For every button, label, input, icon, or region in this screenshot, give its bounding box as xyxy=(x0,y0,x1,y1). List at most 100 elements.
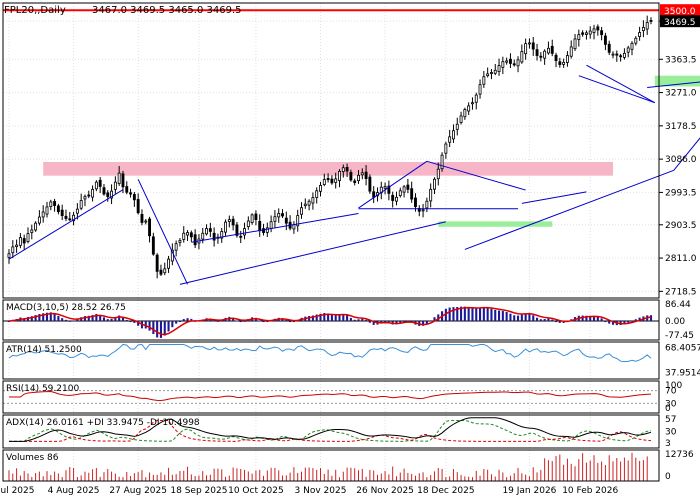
macd-histogram-bar xyxy=(148,321,151,331)
macd-histogram-bar xyxy=(182,319,185,322)
candle-body xyxy=(452,130,455,140)
macd-histogram-bar xyxy=(289,321,292,323)
macd-histogram-bar xyxy=(509,313,512,322)
support-resistance-zone xyxy=(43,162,614,176)
candle xyxy=(30,224,34,240)
macd-histogram-bar xyxy=(213,320,216,322)
candle xyxy=(501,56,505,75)
support-resistance-zone xyxy=(438,221,553,227)
macd-histogram-bar xyxy=(144,321,147,329)
macd-histogram-bar xyxy=(475,308,478,322)
candle-body xyxy=(262,228,265,233)
candle-body xyxy=(163,268,167,274)
candle xyxy=(34,221,38,232)
macd-histogram-bar xyxy=(494,309,497,322)
macd-histogram-bar xyxy=(357,319,360,322)
candle xyxy=(467,102,471,115)
candle xyxy=(383,182,387,195)
x-tick-label: 26 Nov 2025 xyxy=(356,486,414,496)
candle xyxy=(641,20,645,38)
macd-histogram-bar xyxy=(330,314,333,322)
candle-body xyxy=(349,172,353,181)
candle xyxy=(588,26,592,39)
macd-histogram-bar xyxy=(7,321,11,323)
candle-body xyxy=(512,63,516,66)
candle-body xyxy=(433,178,436,190)
candle xyxy=(72,211,76,226)
candle xyxy=(273,210,277,229)
candle xyxy=(56,203,60,215)
candle-body xyxy=(581,32,585,35)
candle-body xyxy=(569,46,573,57)
macd-histogram-bar xyxy=(372,321,375,325)
candle xyxy=(79,193,83,211)
candle-body xyxy=(186,232,189,236)
candle xyxy=(189,230,193,242)
candle-body xyxy=(37,216,41,224)
candle xyxy=(254,210,258,226)
candle-body xyxy=(277,213,281,218)
macd-histogram-bar xyxy=(106,319,109,322)
candle-body xyxy=(193,234,197,246)
candle xyxy=(391,191,395,208)
candle-body xyxy=(436,168,440,180)
candle xyxy=(277,208,281,223)
macd-histogram-bar xyxy=(258,320,261,322)
candle xyxy=(300,202,303,219)
candle-body xyxy=(611,53,615,56)
macd-histogram-bar xyxy=(68,320,71,322)
macd-histogram-bar xyxy=(585,315,588,322)
candle xyxy=(239,230,243,244)
y-tick-label: 3271.0 xyxy=(665,89,697,99)
candle xyxy=(410,181,414,203)
macd-histogram-bar xyxy=(26,317,30,322)
macd-histogram-bar xyxy=(596,316,599,322)
macd-histogram-bar xyxy=(482,307,485,322)
candle-body xyxy=(550,45,554,54)
trendline xyxy=(137,179,188,285)
candle-body xyxy=(136,199,140,214)
macd-histogram-bar xyxy=(110,319,113,322)
macd-histogram-bar xyxy=(608,321,611,324)
x-tick-label: 18 Sep 2025 xyxy=(170,486,227,496)
macd-histogram-bar xyxy=(95,313,98,322)
macd-histogram-bar xyxy=(353,319,356,322)
candle xyxy=(311,192,315,210)
macd-signal-line xyxy=(8,306,652,336)
macd-histogram-bar xyxy=(479,307,482,322)
macd-histogram-bar xyxy=(422,321,425,326)
candle-body xyxy=(455,123,459,130)
candle xyxy=(117,166,121,186)
y-tick-label: 3086.0 xyxy=(665,155,697,165)
candle xyxy=(524,38,528,60)
candle xyxy=(167,255,170,273)
candle-body xyxy=(619,55,623,58)
candle-body xyxy=(159,269,163,275)
macd-histogram-bar xyxy=(638,317,641,322)
candle-body xyxy=(26,233,30,242)
candle xyxy=(303,198,307,209)
candle-body xyxy=(406,184,410,190)
trendline xyxy=(464,169,674,250)
candle xyxy=(174,240,178,257)
macd-histogram-bar xyxy=(175,321,178,324)
candle xyxy=(516,56,520,73)
indicator-y-tick-label: -77.45 xyxy=(665,331,694,341)
macd-histogram-bar xyxy=(327,313,330,322)
candle-body xyxy=(562,61,566,65)
candle-body xyxy=(83,196,87,200)
candle-body xyxy=(315,190,319,198)
macd-histogram-bar xyxy=(315,314,318,322)
macd-histogram-bar xyxy=(342,314,345,322)
candle xyxy=(26,227,30,244)
indicator-y-tick-label: 86.44 xyxy=(665,300,691,310)
candle xyxy=(15,239,19,253)
candle xyxy=(478,79,482,99)
candle xyxy=(53,198,57,212)
candle xyxy=(406,178,410,194)
candle xyxy=(444,141,448,159)
candle-body xyxy=(425,200,429,209)
candle xyxy=(402,185,406,198)
candle-body xyxy=(607,43,611,53)
